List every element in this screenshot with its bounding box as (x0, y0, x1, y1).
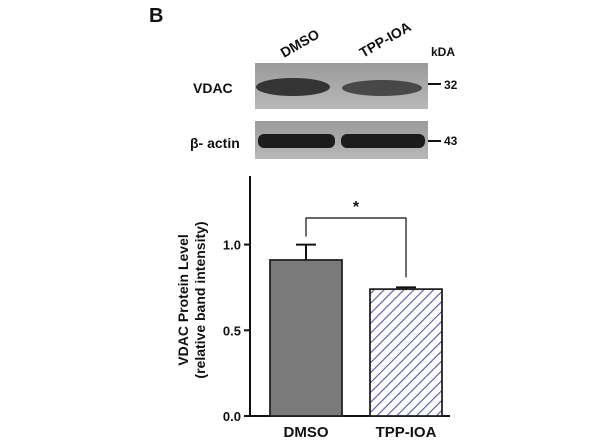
bar-dmso (269, 259, 343, 417)
actin-band-tpp-ioa (341, 134, 425, 148)
y-axis-label-line2: (relative band intensity) (192, 221, 208, 378)
y-tick-label: 0.0 (223, 409, 241, 424)
bar-tpp-ioa (369, 288, 443, 417)
y-axis-label-line1: VDAC Protein Level (175, 234, 191, 365)
blot-strip-vdac (255, 63, 428, 109)
y-tick-label: 1.0 (223, 238, 241, 253)
lane-label-tpp-ioa: TPP-IOA (357, 18, 414, 60)
vdac-band-tpp-ioa (342, 80, 422, 96)
vdac-band-dmso (256, 78, 330, 96)
x-tick-label: TPP-IOA (376, 424, 437, 441)
x-tick-label: DMSO (284, 424, 329, 441)
panel-letter: B (149, 5, 163, 27)
actin-band-dmso (258, 134, 335, 148)
lane-label-dmso: DMSO (278, 26, 322, 61)
blot-label-vdac: VDAC (193, 80, 233, 96)
blot-label-actin: β- actin (190, 135, 240, 151)
plot-area: 0.0 0.5 1.0 DMSO TPP-IOA * (223, 176, 450, 441)
kda-value-vdac: 32 (444, 78, 458, 92)
kda-value-actin: 43 (444, 134, 458, 148)
significance-bracket (305, 217, 407, 278)
y-tick-label: 0.5 (223, 323, 241, 338)
kda-header: kDA (431, 45, 455, 59)
blot-strip-actin (255, 121, 428, 159)
significance-marker: * (353, 199, 360, 216)
bar-chart: VDAC Protein Level (relative band intens… (175, 176, 450, 441)
